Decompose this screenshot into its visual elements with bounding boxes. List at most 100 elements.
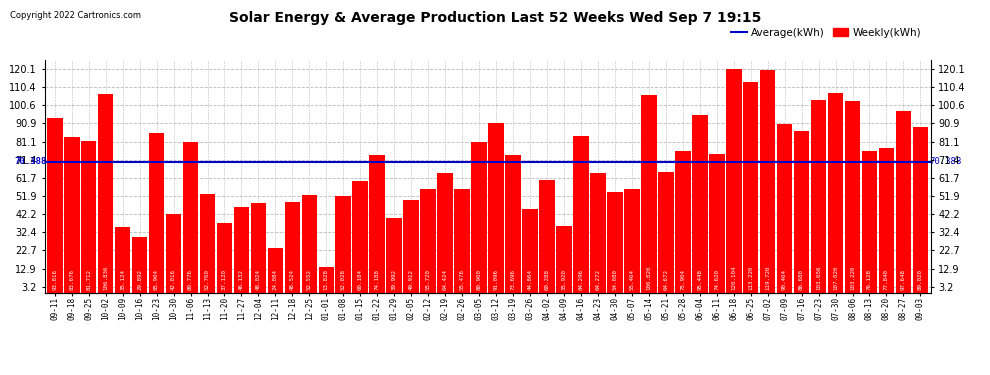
Text: 70.388: 70.388 xyxy=(929,157,961,166)
Bar xyxy=(165,214,181,292)
Bar xyxy=(896,111,911,292)
Bar xyxy=(811,100,827,292)
Text: 80.776: 80.776 xyxy=(188,269,193,290)
Text: 44.864: 44.864 xyxy=(528,269,533,290)
Text: 64.272: 64.272 xyxy=(595,269,600,290)
Bar xyxy=(438,172,453,292)
Bar xyxy=(148,133,164,292)
Text: 74.620: 74.620 xyxy=(714,269,719,290)
Bar xyxy=(386,218,402,292)
Bar xyxy=(641,95,656,292)
Text: 70.388: 70.388 xyxy=(14,157,47,166)
Text: 49.912: 49.912 xyxy=(409,269,414,290)
Text: 52.760: 52.760 xyxy=(205,269,210,290)
Bar xyxy=(267,248,283,292)
Text: 39.992: 39.992 xyxy=(392,269,397,290)
Text: 76.128: 76.128 xyxy=(867,269,872,290)
Text: 54.080: 54.080 xyxy=(613,269,618,290)
Bar xyxy=(658,172,673,292)
Bar xyxy=(709,154,725,292)
Bar xyxy=(132,237,148,292)
Bar xyxy=(454,189,470,292)
Text: 74.188: 74.188 xyxy=(375,269,380,290)
Bar xyxy=(760,70,775,292)
Bar xyxy=(64,137,79,292)
Bar xyxy=(675,152,691,292)
Text: 13.828: 13.828 xyxy=(324,269,329,290)
Bar xyxy=(47,118,62,292)
Bar xyxy=(471,142,487,292)
Text: 48.024: 48.024 xyxy=(256,269,261,290)
Bar xyxy=(217,224,233,292)
Text: 89.020: 89.020 xyxy=(918,269,923,290)
Text: 113.220: 113.220 xyxy=(748,265,753,290)
Bar xyxy=(742,82,758,292)
Text: 55.720: 55.720 xyxy=(426,269,431,290)
Bar xyxy=(828,93,843,292)
Bar xyxy=(115,227,131,292)
Text: 119.720: 119.720 xyxy=(765,265,770,290)
Text: 90.464: 90.464 xyxy=(782,269,787,290)
Bar xyxy=(284,202,300,292)
Text: 86.680: 86.680 xyxy=(799,269,804,290)
Text: 95.448: 95.448 xyxy=(697,269,702,290)
Text: 103.656: 103.656 xyxy=(816,265,821,290)
Bar xyxy=(369,154,385,292)
Text: 37.120: 37.120 xyxy=(222,269,227,290)
Text: 106.020: 106.020 xyxy=(646,265,651,290)
Bar xyxy=(607,192,623,292)
Bar xyxy=(250,203,266,292)
Text: 24.084: 24.084 xyxy=(273,269,278,290)
Text: 91.096: 91.096 xyxy=(494,269,499,290)
Bar xyxy=(726,69,742,292)
Bar xyxy=(200,194,215,292)
Bar xyxy=(777,124,792,292)
Bar xyxy=(336,196,351,292)
Text: 84.296: 84.296 xyxy=(578,269,583,290)
Bar xyxy=(844,100,860,292)
Text: 55.464: 55.464 xyxy=(630,269,635,290)
Text: 120.104: 120.104 xyxy=(732,265,737,290)
Bar xyxy=(522,209,538,292)
Legend: Average(kWh), Weekly(kWh): Average(kWh), Weekly(kWh) xyxy=(727,23,926,42)
Bar xyxy=(624,189,640,292)
Text: 97.648: 97.648 xyxy=(901,269,906,290)
Bar xyxy=(319,267,335,292)
Bar xyxy=(183,142,198,292)
Bar xyxy=(421,189,436,292)
Bar xyxy=(98,94,114,292)
Text: 106.836: 106.836 xyxy=(103,265,108,290)
Text: 35.124: 35.124 xyxy=(120,269,125,290)
Text: 85.904: 85.904 xyxy=(154,269,159,290)
Text: 81.712: 81.712 xyxy=(86,269,91,290)
Bar xyxy=(861,151,877,292)
Text: 77.840: 77.840 xyxy=(884,269,889,290)
Text: 52.552: 52.552 xyxy=(307,269,312,290)
Text: 60.184: 60.184 xyxy=(357,269,362,290)
Text: 42.016: 42.016 xyxy=(171,269,176,290)
Bar xyxy=(505,155,521,292)
Text: 35.920: 35.920 xyxy=(561,269,566,290)
Bar xyxy=(234,207,249,292)
Text: 80.900: 80.900 xyxy=(476,269,481,290)
Text: 64.424: 64.424 xyxy=(443,269,447,290)
Bar xyxy=(879,148,894,292)
Bar xyxy=(540,180,554,292)
Text: 75.904: 75.904 xyxy=(680,269,685,290)
Bar xyxy=(488,123,504,292)
Bar xyxy=(794,131,810,292)
Bar xyxy=(352,180,368,292)
Bar xyxy=(590,173,606,292)
Bar xyxy=(913,127,929,292)
Bar xyxy=(403,200,419,292)
Text: 55.476: 55.476 xyxy=(459,269,464,290)
Text: 83.676: 83.676 xyxy=(69,269,74,290)
Text: 60.288: 60.288 xyxy=(544,269,549,290)
Text: 48.524: 48.524 xyxy=(290,269,295,290)
Bar xyxy=(302,195,317,292)
Text: 64.672: 64.672 xyxy=(663,269,668,290)
Text: 107.020: 107.020 xyxy=(833,265,839,290)
Text: Copyright 2022 Cartronics.com: Copyright 2022 Cartronics.com xyxy=(10,11,141,20)
Text: 103.220: 103.220 xyxy=(850,265,855,290)
Bar xyxy=(556,226,572,292)
